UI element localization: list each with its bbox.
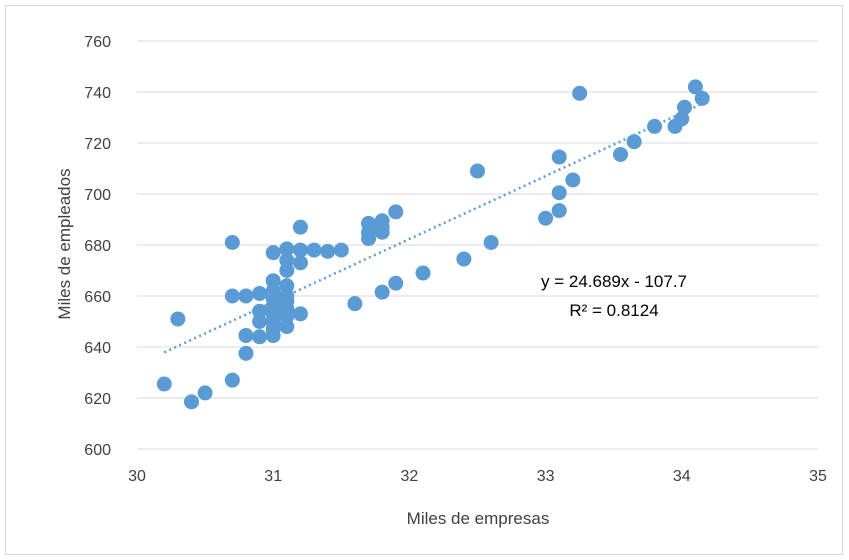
y-tick-label: 620 [84, 391, 111, 408]
y-tick-labels: 600 620 640 660 680 700 720 740 760 [84, 34, 111, 459]
data-point [374, 213, 390, 229]
data-point [238, 288, 254, 304]
data-point [674, 111, 690, 127]
data-point [572, 85, 588, 101]
data-point [456, 251, 472, 267]
data-point [238, 345, 254, 361]
x-tick-label: 34 [673, 468, 691, 485]
data-point [677, 99, 693, 115]
data-point [265, 245, 281, 261]
data-point [252, 285, 268, 301]
data-point [626, 134, 642, 150]
y-axis-title: Miles de empleados [55, 168, 74, 319]
y-tick-label: 660 [84, 289, 111, 306]
y-tick-label: 600 [84, 442, 111, 459]
data-point [252, 303, 268, 319]
data-point [306, 242, 322, 258]
y-tick-label: 700 [84, 187, 111, 204]
data-point [613, 146, 629, 162]
data-point [279, 241, 295, 257]
data-point [320, 243, 336, 259]
data-point [292, 242, 308, 258]
data-point [224, 372, 240, 388]
data-point [470, 163, 485, 179]
data-point [415, 265, 431, 281]
data-point [388, 275, 404, 291]
data-point [292, 306, 308, 322]
x-axis-title: Miles de empresas [407, 509, 550, 528]
data-point [197, 385, 213, 401]
data-points [156, 79, 710, 410]
data-point [551, 185, 567, 201]
y-tick-label: 740 [84, 85, 111, 102]
data-point [388, 204, 404, 220]
x-tick-label: 32 [401, 468, 419, 485]
data-point [279, 278, 295, 294]
data-point [361, 215, 377, 231]
y-tick-label: 680 [84, 238, 111, 255]
x-tick-labels: 30 31 32 33 34 35 [128, 468, 827, 485]
gridlines [137, 40, 818, 450]
data-point [687, 79, 703, 95]
data-point [551, 203, 567, 219]
data-point [565, 172, 581, 188]
x-tick-label: 35 [809, 468, 827, 485]
data-point [347, 296, 363, 312]
data-point [224, 288, 240, 304]
y-tick-label: 760 [84, 34, 111, 51]
data-point [333, 242, 349, 258]
data-point [279, 252, 295, 268]
data-point [252, 329, 268, 345]
data-point [647, 118, 663, 134]
data-point [551, 149, 567, 165]
data-point [483, 234, 499, 250]
data-point [374, 284, 390, 300]
trendline-r2: R² = 0.8124 [569, 301, 658, 320]
data-point [170, 311, 186, 327]
data-point [292, 219, 308, 235]
data-point [265, 273, 281, 289]
data-point [292, 255, 308, 271]
data-point [538, 210, 554, 226]
y-tick-label: 720 [84, 136, 111, 153]
trendline-equation: y = 24.689x - 107.7 [541, 272, 687, 291]
x-tick-label: 33 [537, 468, 555, 485]
data-point [238, 328, 254, 344]
data-point [694, 90, 710, 106]
data-point [224, 234, 240, 250]
data-point [183, 394, 199, 410]
x-tick-label: 30 [128, 468, 146, 485]
y-tick-label: 640 [84, 340, 111, 357]
data-point [156, 376, 172, 392]
x-tick-label: 31 [264, 468, 282, 485]
